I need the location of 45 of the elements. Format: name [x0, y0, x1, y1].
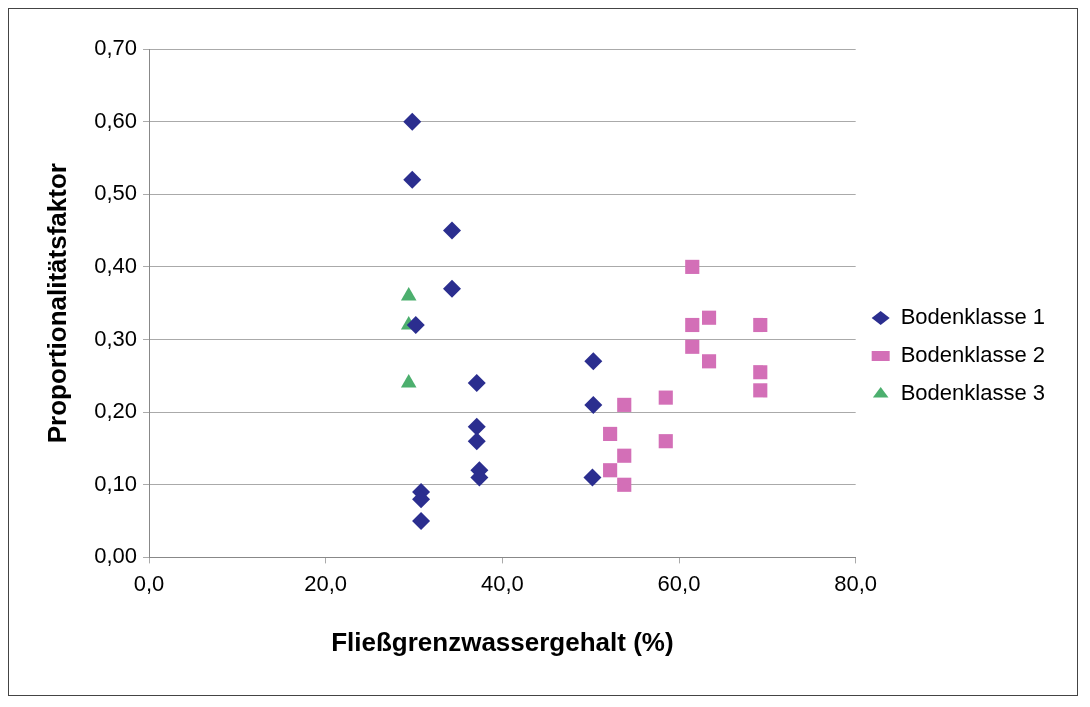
y-tick-label: 0,20	[94, 398, 138, 424]
point	[701, 310, 717, 325]
point	[753, 365, 768, 380]
point	[617, 397, 632, 412]
y-tick-label: 0,00	[94, 543, 138, 569]
point	[685, 339, 700, 354]
point	[406, 315, 425, 334]
point	[603, 463, 618, 478]
point	[412, 512, 431, 531]
point	[753, 317, 768, 333]
x-tick-label: 0,0	[133, 570, 165, 596]
x-tick-label: 40,0	[480, 570, 524, 596]
point	[467, 374, 486, 393]
x-axis-title: Fließgrenzwassergehalt (%)	[331, 626, 674, 657]
y-tick-label: 0,40	[94, 252, 138, 278]
point	[753, 383, 768, 398]
point	[701, 354, 717, 369]
point	[584, 395, 603, 414]
point	[617, 448, 632, 463]
x-tick-label: 80,0	[834, 570, 878, 596]
point	[443, 279, 461, 298]
legend-label: Bodenklasse 3	[900, 380, 1046, 406]
legend-label: Bodenklasse 1	[900, 304, 1046, 330]
y-axis-title: Proportionalitätsfaktor	[41, 163, 72, 444]
y-tick-label: 0,70	[94, 35, 138, 61]
point	[685, 259, 700, 274]
point	[685, 317, 700, 333]
point	[583, 468, 602, 487]
point	[658, 390, 673, 405]
point	[467, 417, 486, 436]
point	[403, 170, 422, 189]
point	[467, 432, 486, 451]
point	[658, 434, 673, 449]
x-tick-label: 60,0	[657, 570, 701, 596]
x-tick-label: 20,0	[304, 570, 348, 596]
y-tick-label: 0,60	[94, 107, 138, 133]
point	[584, 352, 603, 371]
point	[403, 112, 422, 131]
point	[603, 426, 618, 441]
y-tick-label: 0,30	[94, 325, 138, 351]
y-tick-label: 0,50	[94, 180, 138, 206]
point	[443, 221, 461, 240]
point	[617, 477, 632, 492]
y-tick-label: 0,10	[94, 470, 138, 496]
legend-label: Bodenklasse 2	[900, 342, 1046, 368]
